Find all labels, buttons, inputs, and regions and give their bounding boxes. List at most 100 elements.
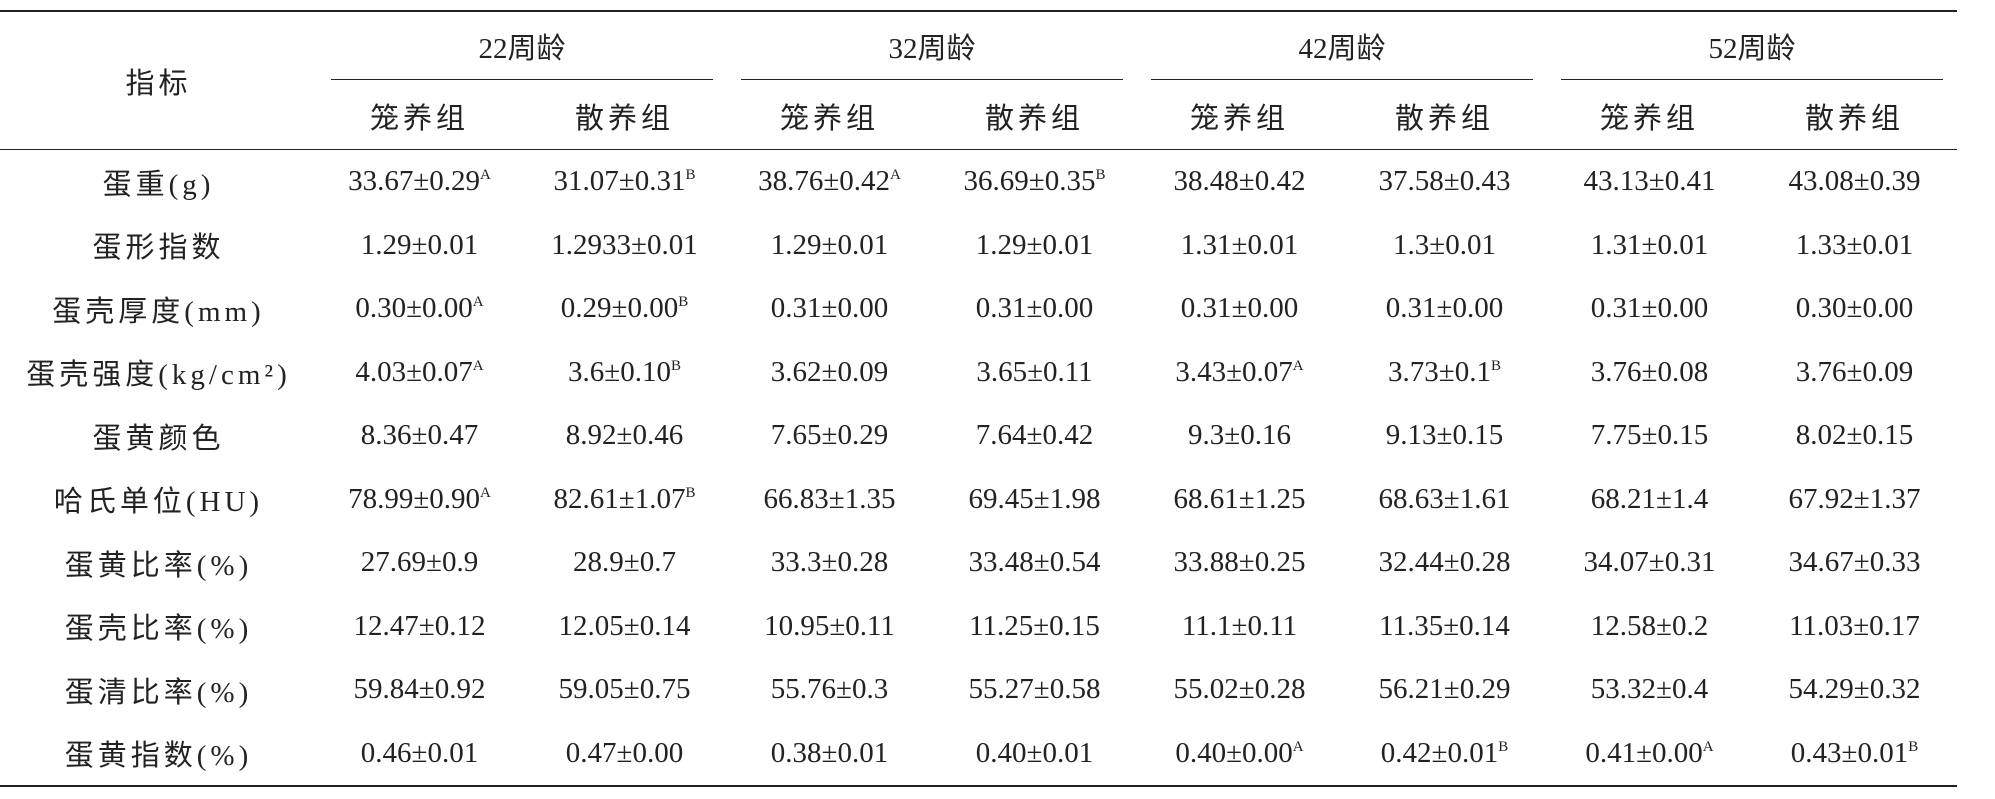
table-wrap: 指标 22周龄 32周龄 42周龄 52周龄 笼养组 散养组 笼养组 散养组 笼养组 散养组 笼养… [0,10,1957,787]
cell-superscript: B [685,484,696,501]
table-row: 蛋壳厚度(mm) 0.30±0.00A 0.29±0.00B 0.31±0.00 0.3… [0,277,1957,341]
cell: 59.84±0.92 [353,673,486,706]
cell-superscript: A [890,167,901,184]
row-label: 蛋壳比率(%) [64,613,253,646]
cell-superscript: B [1095,167,1106,184]
cell: 27.69±0.9 [360,546,479,579]
cell: 43.13±0.41 [1583,165,1716,198]
group-title: 52周龄 [1561,15,1943,80]
cell: 1.29±0.01 [770,228,889,261]
cell-value: 0.30±0.00 [355,292,473,325]
cell: 1.29±0.01 [360,228,479,261]
cell-superscript: B [678,294,689,311]
group-header-row: 指标 22周龄 32周龄 42周龄 52周龄 [0,11,1957,100]
cell: 1.2933±0.01 [551,228,698,261]
table-row: 蛋黄比率(%) 27.69±0.9 28.9±0.7 33.3±0.28 33.48±0… [0,531,1957,595]
cell: 3.65±0.11 [976,355,1093,388]
column-header: 笼养组 [369,102,469,135]
group-title: 22周龄 [331,15,713,80]
row-label: 蛋重(g) [102,168,215,201]
cell: 12.47±0.12 [353,609,486,642]
cell: 0.43±0.01B [1752,722,1957,787]
row-label: 蛋壳厚度(mm) [52,295,265,328]
cell: 33.48±0.54 [968,546,1101,579]
cell-superscript: A [1292,357,1304,374]
cell: 0.42±0.01B [1342,722,1547,787]
cell: 34.07±0.31 [1583,546,1716,579]
table-row: 蛋壳强度(kg/cm²) 4.03±0.07A 3.6±0.10B 3.62±0.09… [0,341,1957,405]
data-table: 指标 22周龄 32周龄 42周龄 52周龄 笼养组 散养组 笼养组 散养组 笼养组 散养组 笼养… [0,10,1957,787]
cell: 78.99±0.90A [317,468,522,532]
group-header: 32周龄 [727,11,1137,82]
table-body: 蛋重(g) 33.67±0.29A 31.07±0.31B 38.76±0.42A 36… [0,150,1957,787]
cell: 3.6±0.10B [522,341,727,405]
cell: 0.29±0.00B [522,277,727,341]
cell: 11.1±0.11 [1181,609,1298,642]
cell: 0.41±0.00A [1547,722,1752,787]
table-row: 蛋壳比率(%) 12.47±0.12 12.05±0.14 10.95±0.11 11.… [0,595,1957,659]
cell-value: 0.41±0.00 [1585,736,1703,769]
cell-superscript: A [1292,738,1304,755]
group-title: 32周龄 [741,15,1123,80]
table-head: 指标 22周龄 32周龄 42周龄 52周龄 笼养组 散养组 笼养组 散养组 笼养组 散养组 笼养… [0,11,1957,150]
cell: 69.45±1.98 [968,482,1101,515]
header-label: 指标 [125,67,192,100]
table-row: 蛋重(g) 33.67±0.29A 31.07±0.31B 38.76±0.42A 36… [0,150,1957,214]
table-row: 蛋形指数 1.29±0.01 1.2933±0.01 1.29±0.01 1.29±0.… [0,214,1957,278]
cell: 0.31±0.00 [770,292,889,325]
cell: 37.58±0.43 [1378,165,1511,198]
row-label: 蛋黄指数(%) [64,740,253,773]
row-label: 蛋黄颜色 [92,422,225,455]
column-header: 笼养组 [1189,102,1289,135]
cell: 1.31±0.01 [1180,228,1299,261]
cell-superscript: B [685,167,696,184]
cell: 0.47±0.00 [565,736,684,769]
cell: 31.07±0.31B [522,150,727,214]
cell: 11.25±0.15 [969,609,1100,642]
cell: 7.65±0.29 [770,419,889,452]
cell: 67.92±1.37 [1788,482,1921,515]
cell: 1.33±0.01 [1795,228,1914,261]
row-label: 蛋形指数 [92,232,225,265]
cell: 7.64±0.42 [975,419,1094,452]
cell: 8.92±0.46 [565,419,684,452]
cell: 55.02±0.28 [1173,673,1306,706]
cell-value: 3.43±0.07 [1175,355,1293,388]
cell: 34.67±0.33 [1788,546,1921,579]
cell-superscript: B [1490,357,1501,374]
cell: 9.13±0.15 [1385,419,1504,452]
cell: 59.05±0.75 [558,673,691,706]
cell: 3.43±0.07A [1137,341,1342,405]
cell: 3.76±0.08 [1590,355,1709,388]
cell-value: 82.61±1.07 [553,482,686,515]
cell: 7.75±0.15 [1590,419,1709,452]
row-label: 哈氏单位(HU) [53,486,264,519]
table-row: 哈氏单位(HU) 78.99±0.90A 82.61±1.07B 66.83±1.35… [0,468,1957,532]
cell: 68.21±1.4 [1590,482,1709,515]
cell: 36.69±0.35B [932,150,1137,214]
cell-value: 4.03±0.07 [355,355,473,388]
cell: 28.9±0.7 [573,546,676,579]
cell: 1.3±0.01 [1393,228,1496,261]
cell: 3.73±0.1B [1342,341,1547,405]
cell: 68.63±1.61 [1378,482,1511,515]
cell: 0.31±0.00 [1590,292,1709,325]
cell-value: 0.40±0.00 [1175,736,1293,769]
column-header: 散养组 [1804,102,1904,135]
cell-value: 0.43±0.01 [1790,736,1909,769]
cell: 11.03±0.17 [1789,609,1920,642]
group-header: 42周龄 [1137,11,1547,82]
table-row: 蛋黄指数(%) 0.46±0.01 0.47±0.00 0.38±0.01 0.40±0… [0,722,1957,787]
cell-value: 0.29±0.00 [560,292,679,325]
cell-value: 78.99±0.90 [348,482,481,515]
cell: 9.3±0.16 [1188,419,1291,452]
row-label: 蛋壳强度(kg/cm²) [26,359,291,392]
cell: 54.29±0.32 [1788,673,1921,706]
cell: 10.95±0.11 [764,609,895,642]
cell: 82.61±1.07B [522,468,727,532]
cell: 11.35±0.14 [1379,609,1510,642]
cell-superscript: A [1702,738,1714,755]
cell: 0.40±0.00A [1137,722,1342,787]
cell: 55.76±0.3 [770,673,889,706]
